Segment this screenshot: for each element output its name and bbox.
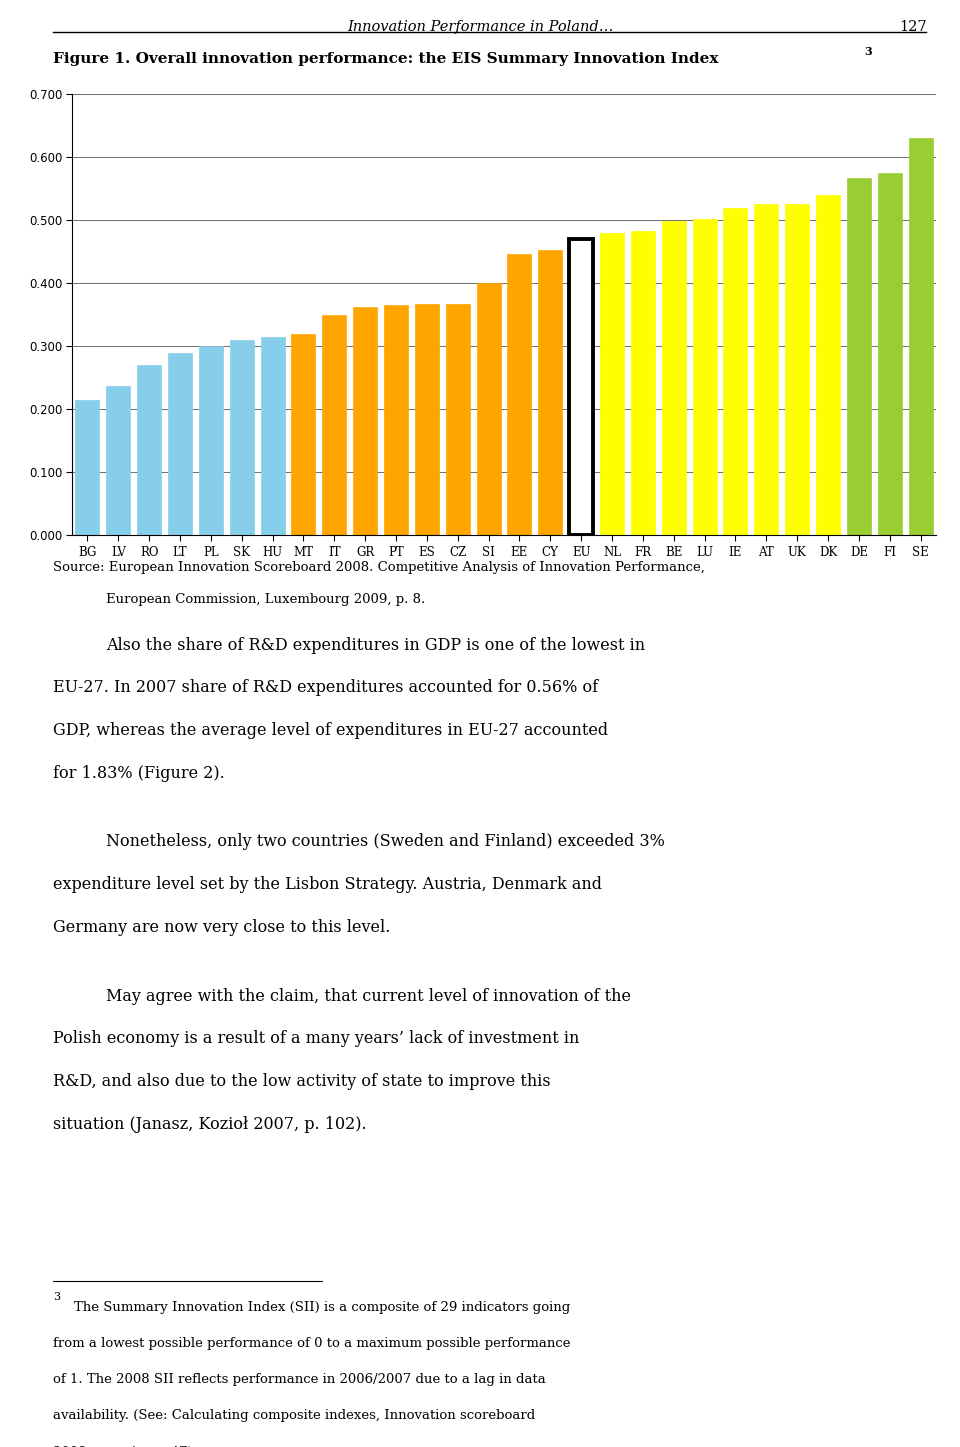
Text: 3: 3 bbox=[53, 1292, 60, 1302]
Bar bbox=[661, 221, 685, 535]
Text: 3: 3 bbox=[864, 46, 872, 58]
Text: Germany are now very close to this level.: Germany are now very close to this level… bbox=[53, 919, 390, 936]
Text: availability. (See: Calculating composite indexes, Innovation scoreboard: availability. (See: Calculating composit… bbox=[53, 1409, 535, 1422]
Text: R&D, and also due to the low activity of state to improve this: R&D, and also due to the low activity of… bbox=[53, 1072, 550, 1090]
Bar bbox=[384, 305, 408, 535]
Text: Innovation Performance in Poland…: Innovation Performance in Poland… bbox=[347, 20, 613, 35]
Text: from a lowest possible performance of 0 to a maximum possible performance: from a lowest possible performance of 0 … bbox=[53, 1337, 570, 1350]
Text: EU-27. In 2007 share of R&D expenditures accounted for 0.56% of: EU-27. In 2007 share of R&D expenditures… bbox=[53, 680, 598, 696]
Bar bbox=[508, 253, 532, 535]
Text: Nonetheless, only two countries (Sweden and Finland) exceeded 3%: Nonetheless, only two countries (Sweden … bbox=[106, 833, 664, 851]
Bar bbox=[569, 239, 593, 535]
Text: situation (Janasz, Kozioł 2007, p. 102).: situation (Janasz, Kozioł 2007, p. 102). bbox=[53, 1116, 367, 1133]
Text: Also the share of R&D expenditures in GDP is one of the lowest in: Also the share of R&D expenditures in GD… bbox=[106, 637, 645, 654]
Bar bbox=[292, 334, 316, 535]
Bar bbox=[229, 340, 253, 535]
Bar bbox=[107, 386, 131, 535]
Text: of 1. The 2008 SII reflects performance in 2006/2007 due to a lag in data: of 1. The 2008 SII reflects performance … bbox=[53, 1373, 545, 1386]
Text: 2008… op.cit., p. 47).: 2008… op.cit., p. 47). bbox=[53, 1446, 197, 1447]
Bar bbox=[476, 284, 500, 535]
Text: for 1.83% (Figure 2).: for 1.83% (Figure 2). bbox=[53, 764, 225, 781]
Bar bbox=[199, 346, 223, 535]
Bar bbox=[908, 137, 932, 535]
Text: 127: 127 bbox=[899, 20, 926, 35]
Bar bbox=[415, 304, 439, 535]
Text: May agree with the claim, that current level of innovation of the: May agree with the claim, that current l… bbox=[106, 987, 631, 1004]
Text: Figure 1. Overall innovation performance: the EIS Summary Innovation Index: Figure 1. Overall innovation performance… bbox=[53, 52, 718, 67]
Text: European Commission, Luxembourg 2009, p. 8.: European Commission, Luxembourg 2009, p.… bbox=[106, 593, 425, 606]
Bar bbox=[539, 250, 563, 535]
Bar bbox=[600, 233, 624, 535]
Bar bbox=[755, 204, 779, 535]
Bar bbox=[76, 399, 100, 535]
Bar bbox=[816, 195, 840, 535]
Bar bbox=[785, 204, 809, 535]
Text: The Summary Innovation Index (SII) is a composite of 29 indicators going: The Summary Innovation Index (SII) is a … bbox=[74, 1301, 570, 1314]
Bar bbox=[877, 172, 901, 535]
Text: expenditure level set by the Lisbon Strategy. Austria, Denmark and: expenditure level set by the Lisbon Stra… bbox=[53, 875, 602, 893]
Bar bbox=[323, 314, 347, 535]
Text: GDP, whereas the average level of expenditures in EU-27 accounted: GDP, whereas the average level of expend… bbox=[53, 722, 608, 739]
Bar bbox=[260, 337, 284, 535]
Bar bbox=[168, 353, 192, 535]
Bar bbox=[137, 365, 161, 535]
Bar bbox=[631, 232, 655, 535]
Bar bbox=[353, 307, 377, 535]
Text: Source: European Innovation Scoreboard 2008. Competitive Analysis of Innovation : Source: European Innovation Scoreboard 2… bbox=[53, 561, 705, 574]
Bar bbox=[847, 178, 871, 535]
Bar bbox=[724, 207, 748, 535]
Bar bbox=[445, 304, 469, 535]
Bar bbox=[692, 218, 716, 535]
Text: Polish economy is a result of a many years’ lack of investment in: Polish economy is a result of a many yea… bbox=[53, 1030, 579, 1048]
